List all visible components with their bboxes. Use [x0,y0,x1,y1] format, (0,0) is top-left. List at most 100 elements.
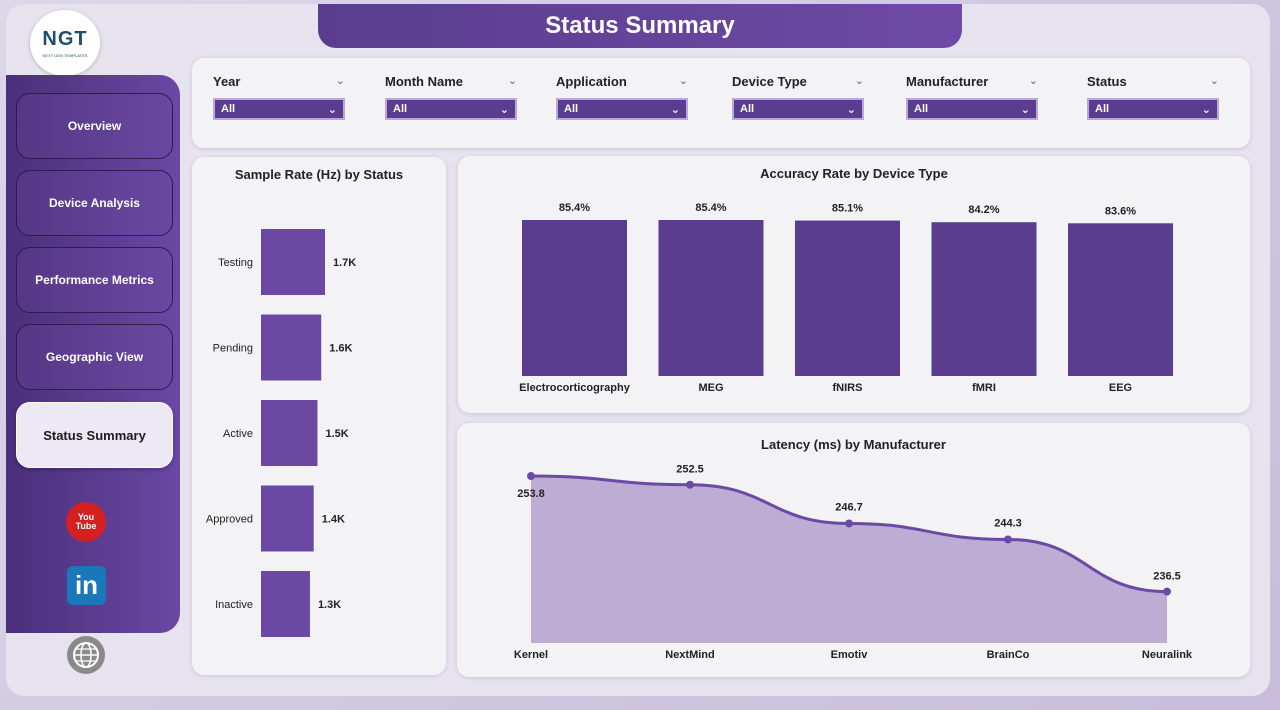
category-label-fnirs: fNIRS [833,382,863,394]
point-neuralink [1163,587,1171,596]
bar-active [261,400,318,466]
bar-eeg [1068,223,1173,376]
filter-status-label: Status [1087,74,1127,89]
latency-chart-card: Latency (ms) by Manufacturer 253.8 Kernel… [457,423,1250,677]
filter-application-label: Application [556,74,627,89]
youtube-text-top: You [77,512,95,522]
data-label-eeg: 83.6% [1105,205,1136,217]
logo-mark: NGT [42,28,88,50]
category-label-neuralink: Neuralink [1142,649,1193,661]
year-dropdown[interactable]: All ⌄ [213,98,345,120]
status-dropdown[interactable]: All ⌄ [1087,98,1219,120]
filter-manufacturer: Manufacturer ⌄ All ⌄ [906,74,1038,120]
application-dropdown[interactable]: All ⌄ [556,98,688,120]
month-name-dropdown-value: All [393,103,408,115]
year-dropdown-value: All [221,103,236,115]
category-label-electrocorticography: Electrocorticography [519,382,631,394]
data-label-meg: 85.4% [695,202,726,214]
chevron-down-icon[interactable]: ⌄ [678,75,688,87]
category-label-inactive: Inactive [215,599,253,611]
filter-device-type: Device Type ⌄ All ⌄ [732,74,864,120]
category-label-meg: MEG [698,382,723,394]
data-label-fnirs: 85.1% [832,203,863,215]
nav-overview-button[interactable]: Overview [16,93,173,159]
status-dropdown-value: All [1095,103,1110,115]
nav-status-summary-button[interactable]: Status Summary [16,402,173,468]
point-brainco [1004,535,1012,544]
sample-rate-chart-card: Sample Rate (Hz) by Status Testing 1.7K Pe… [192,157,446,675]
chevron-down-icon[interactable]: ⌄ [1209,75,1219,87]
bar-electrocorticography [522,220,627,376]
manufacturer-dropdown[interactable]: All ⌄ [906,98,1038,120]
category-label-eeg: EEG [1109,382,1132,394]
chevron-down-icon[interactable]: ⌄ [335,75,345,87]
data-label-approved: 1.4K [322,514,345,526]
point-kernel [527,472,535,481]
latency-chart: 253.8 Kernel 252.5 NextMind 246.7 Emotiv 244.3… [514,464,1193,661]
nav-performance-metrics-button[interactable]: Performance Metrics [16,247,173,313]
category-label-pending: Pending [213,343,253,355]
chevron-down-icon: ⌄ [499,103,509,116]
chevron-down-icon[interactable]: ⌄ [507,75,517,87]
chevron-down-icon[interactable]: ⌄ [854,75,864,87]
data-label-neuralink: 236.5 [1153,571,1181,583]
bar-pending [261,314,322,381]
bar-testing [261,229,325,295]
filter-manufacturer-label: Manufacturer [906,74,989,89]
device-type-dropdown[interactable]: All ⌄ [732,98,864,120]
data-label-pending: 1.6K [329,343,352,355]
chevron-down-icon: ⌄ [846,103,856,116]
bar-inactive [261,571,310,637]
latency-area [531,476,1167,643]
filter-month-name: Month Name ⌄ All ⌄ [385,74,517,120]
category-label-fmri: fMRI [972,382,996,394]
nav-device-analysis-button[interactable]: Device Analysis [16,170,173,236]
accuracy-chart: 85.4% Electrocorticography 85.4% MEG 85.1% fN… [519,202,1173,394]
page-title: Status Summary [318,4,962,48]
filter-device-type-label: Device Type [732,74,807,89]
logo-subtitle: NEXT GEN TEMPLATES [42,53,88,58]
linkedin-icon[interactable]: in [67,566,106,605]
data-label-emotiv: 246.7 [835,501,863,513]
application-dropdown-value: All [564,103,579,115]
sample-rate-chart-title: Sample Rate (Hz) by Status [234,167,404,182]
bar-meg [658,220,764,376]
category-label-emotiv: Emotiv [831,649,869,661]
data-label-fmri: 84.2% [968,204,999,216]
data-label-kernel: 253.8 [517,488,545,500]
bar-fmri [931,222,1037,376]
accuracy-chart-card: Accuracy Rate by Device Type 85.4% Electr… [458,156,1250,413]
filter-year: Year ⌄ All ⌄ [213,74,345,120]
manufacturer-dropdown-value: All [914,103,929,115]
ngt-logo: NGT NEXT GEN TEMPLATES [30,10,100,76]
bar-approved [261,485,314,552]
category-label-testing: Testing [218,257,253,269]
chevron-down-icon[interactable]: ⌄ [1028,75,1038,87]
category-label-brainco: BrainCo [987,649,1030,661]
nav-geographic-view-button[interactable]: Geographic View [16,324,173,390]
filter-status: Status ⌄ All ⌄ [1087,74,1219,120]
youtube-text-bottom: Tube [75,521,97,531]
data-label-active: 1.5K [325,428,348,440]
category-label-active: Active [223,428,253,440]
data-label-brainco: 244.3 [994,517,1022,529]
filter-application: Application ⌄ All ⌄ [556,74,688,120]
point-nextmind [686,480,694,489]
website-globe-icon[interactable] [67,636,105,674]
chevron-down-icon: ⌄ [327,103,337,116]
filter-month-name-label: Month Name [385,74,463,89]
sidebar: Overview Device Analysis Performance Met… [6,75,180,633]
chevron-down-icon: ⌄ [1201,103,1211,116]
point-emotiv [845,519,853,528]
globe-icon [73,642,99,668]
data-label-electrocorticography: 85.4% [559,202,590,214]
sample-rate-chart: Testing 1.7K Pending 1.6K Active 1.5K Approved… [206,229,356,637]
category-label-kernel: Kernel [514,649,548,661]
category-label-approved: Approved [206,514,253,526]
bar-fnirs [795,220,900,376]
filter-panel: Year ⌄ All ⌄ Month Name ⌄ All ⌄ Applicatio… [192,58,1250,148]
month-name-dropdown[interactable]: All ⌄ [385,98,517,120]
chevron-down-icon: ⌄ [670,103,680,116]
youtube-icon[interactable]: You Tube [66,502,106,542]
data-label-inactive: 1.3K [318,599,341,611]
